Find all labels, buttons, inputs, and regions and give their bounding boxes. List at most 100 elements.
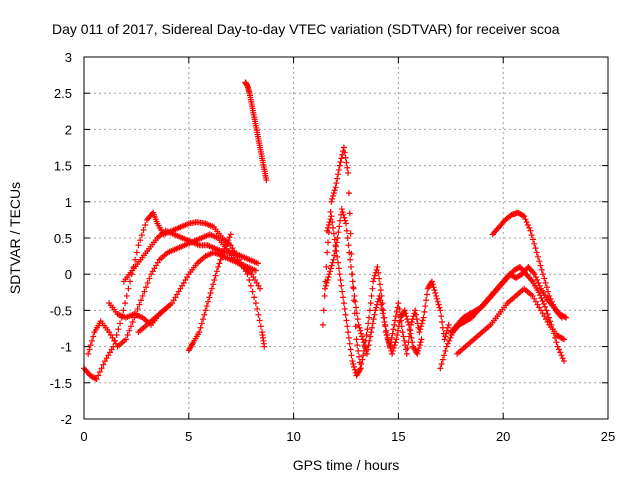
plot-frame (83, 56, 609, 420)
data-point (402, 310, 409, 317)
data-point (551, 304, 558, 311)
data-point (392, 339, 399, 346)
data-point (327, 268, 334, 275)
data-point (349, 278, 356, 285)
data-point (346, 249, 353, 256)
data-point (201, 311, 208, 318)
data-point (540, 300, 547, 307)
data-point (384, 336, 391, 343)
data-point (380, 314, 387, 321)
data-point (385, 339, 392, 346)
data-point (366, 314, 373, 321)
data-points (81, 79, 570, 383)
x-tick-label: 0 (80, 429, 87, 444)
y-tick-label: -1 (60, 340, 72, 355)
data-point (96, 368, 103, 375)
data-point (418, 336, 425, 343)
data-point (437, 307, 444, 314)
data-point (437, 365, 444, 372)
y-tick-label: 1.5 (54, 159, 72, 174)
data-point (334, 253, 341, 260)
data-point (442, 333, 449, 340)
data-point (363, 350, 370, 357)
data-point (537, 262, 544, 269)
data-point (324, 224, 331, 231)
data-point (381, 318, 388, 325)
data-point (358, 330, 365, 337)
data-point (337, 276, 344, 283)
data-point (221, 245, 228, 252)
data-point (136, 301, 143, 308)
data-point (359, 356, 366, 363)
data-point (389, 347, 396, 354)
data-point (346, 210, 353, 217)
data-point (336, 223, 343, 230)
data-point (421, 308, 428, 315)
data-point (431, 287, 438, 294)
data-point (340, 300, 347, 307)
data-point (521, 213, 528, 220)
data-point (560, 358, 567, 365)
data-point (348, 352, 355, 359)
data-point (322, 285, 329, 292)
data-point (403, 313, 410, 320)
data-point (337, 158, 344, 165)
data-point (423, 291, 430, 298)
series-arc-4 (120, 227, 261, 285)
data-point (345, 329, 352, 336)
data-point (417, 326, 424, 333)
data-point (370, 316, 377, 323)
data-point (434, 298, 441, 305)
data-point (374, 263, 381, 270)
data-point (257, 323, 264, 330)
data-point (542, 303, 549, 310)
data-point (254, 305, 261, 312)
x-tick-label: 25 (601, 429, 615, 444)
data-point (217, 256, 224, 263)
data-point (414, 350, 421, 357)
data-point (560, 336, 567, 343)
data-point (428, 278, 435, 285)
data-point (252, 267, 259, 274)
data-point (446, 337, 453, 344)
data-point (353, 304, 360, 311)
data-point (379, 310, 386, 317)
data-point (531, 240, 538, 247)
data-point (422, 303, 429, 310)
data-point (137, 237, 144, 244)
data-point (550, 301, 557, 308)
data-point (559, 335, 566, 342)
data-point (141, 288, 148, 295)
data-point (436, 304, 443, 311)
y-tick-label: -1.5 (50, 376, 72, 391)
data-point (396, 318, 403, 325)
data-point (444, 340, 451, 347)
data-point (328, 198, 335, 205)
data-point (340, 211, 347, 218)
data-point (418, 320, 425, 327)
data-point (416, 342, 423, 349)
data-point (393, 336, 400, 343)
data-point (522, 216, 529, 223)
data-point (335, 171, 342, 178)
data-point (376, 292, 383, 299)
data-point (345, 334, 352, 341)
data-point (120, 307, 127, 314)
series-arc-6 (185, 231, 234, 354)
data-point (358, 333, 365, 340)
data-point (538, 295, 545, 302)
data-point (419, 317, 426, 324)
data-point (326, 271, 333, 278)
data-point (417, 339, 424, 346)
data-point (213, 268, 220, 275)
data-point (559, 355, 566, 362)
data-point (340, 294, 347, 301)
data-point (127, 278, 134, 285)
data-point (546, 292, 553, 299)
data-point (545, 314, 552, 321)
data-point (343, 227, 350, 234)
data-point (332, 184, 339, 191)
data-point (247, 282, 254, 289)
data-point (388, 334, 395, 341)
data-point (205, 298, 212, 305)
